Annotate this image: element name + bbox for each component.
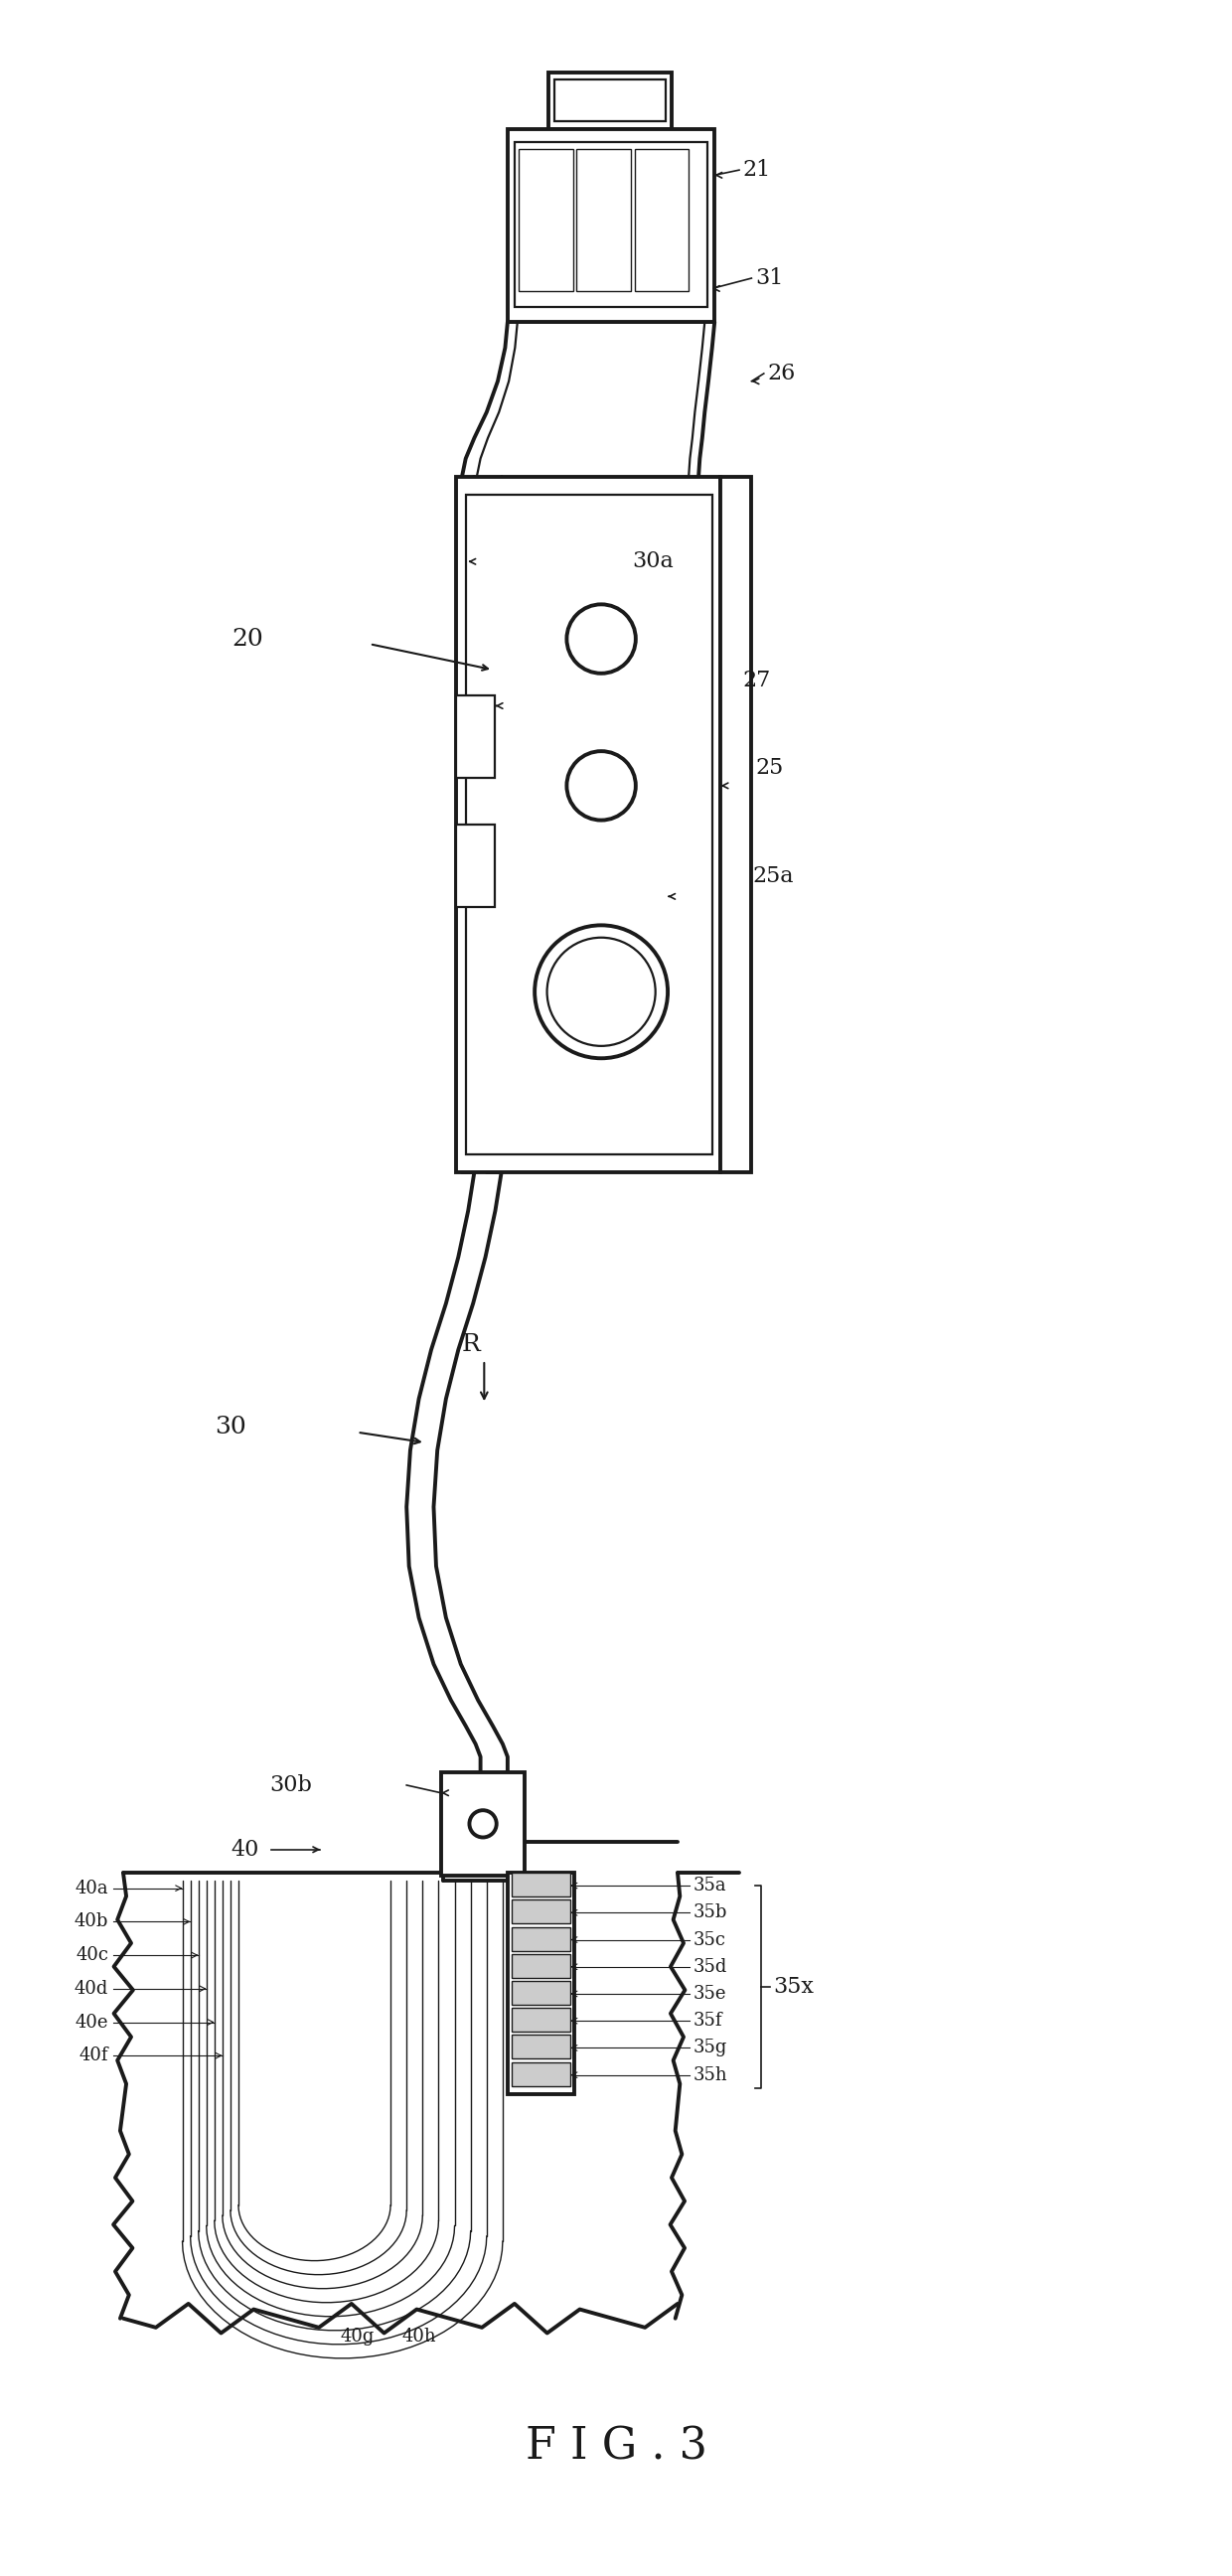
Bar (554, 80, 665, 121)
Circle shape (535, 925, 668, 1059)
Text: 35x: 35x (774, 1976, 814, 1999)
Bar (456, 477, 721, 1172)
Text: 30b: 30b (269, 1775, 312, 1795)
Text: F I G . 3: F I G . 3 (525, 2427, 707, 2468)
Text: 40c: 40c (75, 1947, 108, 1963)
Bar (511, 2061, 570, 2087)
Text: 40b: 40b (74, 1914, 108, 1929)
Text: 40h: 40h (402, 2329, 436, 2344)
Bar (577, 149, 631, 291)
Text: 40f: 40f (79, 2048, 108, 2063)
Text: 40g: 40g (340, 2329, 375, 2344)
Text: 35f: 35f (694, 2012, 723, 2030)
Text: 30: 30 (214, 1417, 246, 1437)
Text: 26: 26 (768, 363, 796, 384)
Text: 35b: 35b (694, 1904, 728, 1922)
Text: 40: 40 (230, 1839, 259, 1860)
Text: 35c: 35c (694, 1932, 727, 1947)
Text: 35h: 35h (694, 2066, 728, 2084)
Bar (456, 824, 495, 907)
Text: 40a: 40a (75, 1880, 108, 1896)
Bar (548, 72, 671, 129)
Bar (721, 477, 752, 1172)
Bar (441, 1772, 525, 1875)
Text: 25a: 25a (753, 866, 793, 886)
Text: 35g: 35g (694, 2040, 728, 2056)
Text: 40d: 40d (74, 1981, 108, 1996)
Text: 30a: 30a (632, 551, 674, 572)
Circle shape (567, 752, 636, 819)
Text: 21: 21 (743, 160, 771, 180)
Text: 20: 20 (232, 629, 264, 649)
Bar (466, 495, 712, 1154)
Text: 40e: 40e (75, 2014, 108, 2030)
Text: 27: 27 (743, 670, 771, 690)
Bar (511, 2007, 570, 2032)
Text: 31: 31 (755, 268, 784, 289)
Bar (508, 1873, 574, 2094)
Bar (511, 1981, 570, 2004)
Bar (456, 696, 495, 778)
Text: R: R (462, 1334, 480, 1355)
Text: 35d: 35d (694, 1958, 728, 1976)
Circle shape (567, 605, 636, 672)
Text: 35a: 35a (694, 1878, 727, 1893)
Bar (634, 149, 689, 291)
Bar (519, 149, 573, 291)
Bar (515, 142, 707, 307)
Text: 35e: 35e (694, 1986, 727, 2002)
Circle shape (469, 1811, 496, 1837)
Bar (511, 1873, 570, 1896)
Bar (511, 1927, 570, 1950)
Bar (508, 129, 715, 322)
Bar (511, 1899, 570, 1924)
Text: 25: 25 (755, 757, 784, 778)
Bar (511, 2035, 570, 2058)
Bar (511, 1953, 570, 1978)
Circle shape (547, 938, 655, 1046)
